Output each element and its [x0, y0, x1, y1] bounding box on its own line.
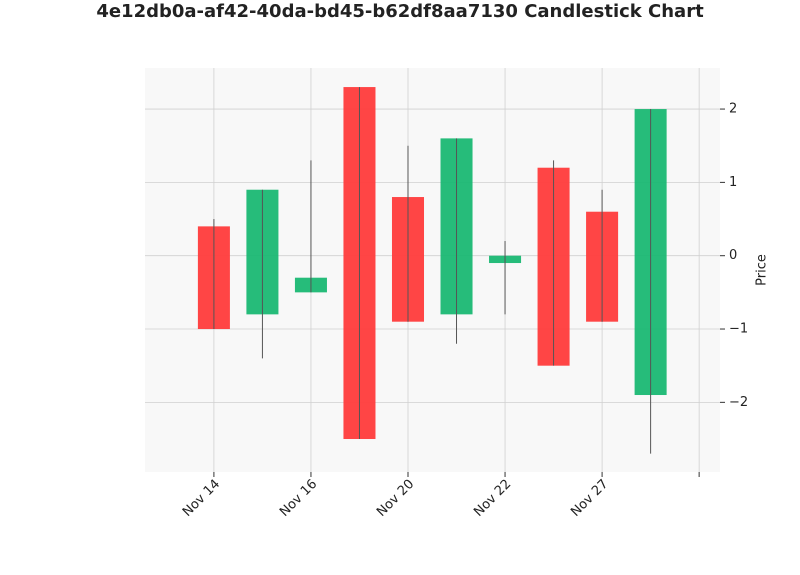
- y-tick-label: 0: [729, 248, 737, 263]
- y-tick-label: −2: [729, 395, 748, 410]
- y-tick-label: 1: [729, 175, 737, 190]
- chart-title: 4e12db0a-af42-40da-bd45-b62df8aa7130 Can…: [96, 1, 704, 22]
- x-tick-label: Nov 16: [277, 477, 320, 520]
- y-tick-label: −1: [729, 322, 748, 337]
- plot-area: [145, 68, 720, 472]
- x-tick-label: Nov 14: [180, 477, 223, 520]
- y-tick-label: 2: [729, 102, 737, 117]
- y-axis-label: Price: [755, 254, 770, 286]
- x-tick-label: Nov 27: [568, 477, 611, 520]
- x-tick-label: Nov 20: [374, 477, 417, 520]
- x-tick-label: Nov 22: [471, 477, 514, 520]
